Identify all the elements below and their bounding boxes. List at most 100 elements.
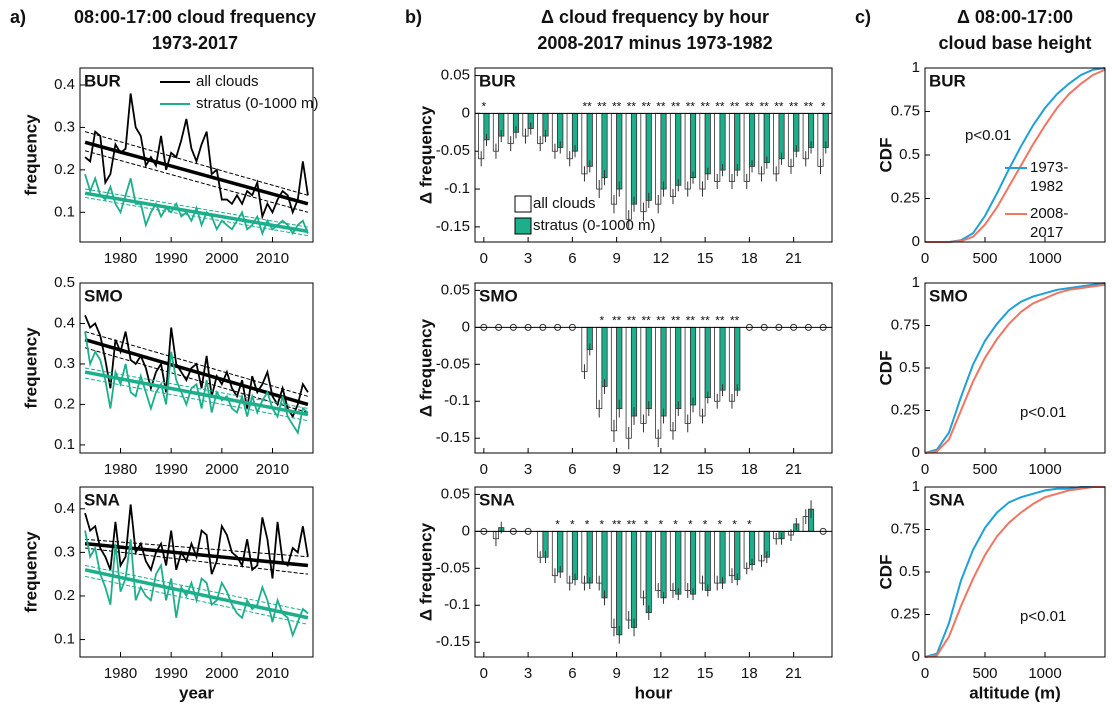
bar [675,530,682,595]
panel-title: cloud base height [938,33,1091,53]
bar [689,112,697,179]
y-tick-label: 1 [912,274,920,291]
significance: ** [641,100,651,114]
significance: ** [686,100,696,114]
significance: ** [641,314,651,328]
significance: ** [627,100,637,114]
y-tick-label: 0.25 [891,605,920,622]
x-tick-label: 1980 [104,461,137,478]
bar [748,112,756,167]
significance: ** [774,100,784,114]
ci-line [84,367,309,409]
bar [625,112,632,220]
x-tick-label: 500 [972,250,997,267]
bar [773,112,780,175]
significance: * [821,100,826,114]
significance: ** [789,100,799,114]
y-tick-label: 0.1 [54,436,75,453]
p-value: p<0.01 [1020,608,1066,625]
bar [586,530,593,584]
y-tick-label: 1 [912,478,920,495]
significance: ** [715,314,725,328]
significance: * [732,518,737,532]
significance: * [585,518,590,532]
significance: ** [612,314,622,328]
bar [566,530,573,584]
y-tick-label: 0.5 [54,274,75,291]
significance: ** [612,100,622,114]
trend-line [84,140,309,206]
legend-label: all clouds [196,73,259,90]
bar [704,326,711,398]
x-tick-label: 12 [653,250,670,267]
y-tick-label: 0.25 [891,189,920,206]
significance: ** [656,100,666,114]
y-tick-label: -0.05 [436,142,470,159]
x-tick-label: 15 [697,250,714,267]
y-axis-label: Δ frequency [416,105,435,204]
bar [630,112,638,205]
y-axis-label: frequency [21,327,40,409]
legend-label: all clouds [533,195,596,212]
data-line [84,504,309,579]
x-tick-label: 500 [972,665,997,682]
significance: * [659,518,664,532]
significance: ** [759,100,769,114]
x-tick-label: 15 [697,461,714,478]
bar [714,112,721,182]
y-tick-label: 0 [462,318,470,335]
bar [610,112,618,205]
x-tick-label: 1980 [104,665,137,682]
plot-frame [79,282,314,454]
bar [778,112,785,160]
bar [655,112,662,205]
significance: * [482,100,487,114]
bar [581,530,588,584]
significance: ** [730,314,740,328]
x-tick-label: 12 [653,665,670,682]
significance: ** [700,314,710,328]
panel-title: Δ 08:00-17:00 [957,7,1073,27]
bar [640,326,647,424]
plot-frame [474,486,833,658]
significance: ** [804,100,814,114]
bar [596,326,603,410]
plot-frame [79,67,314,243]
significance: * [644,518,649,532]
significance: ** [730,100,740,114]
x-tick-label: 1000 [1028,250,1061,267]
significance: * [703,518,708,532]
x-tick-label: 6 [568,665,576,682]
station-label: SNA [479,490,515,509]
trend-line [84,370,309,417]
bar [625,326,632,439]
bar [704,112,711,175]
y-tick-label: 0.5 [899,563,920,580]
station-label: BUR [479,71,516,90]
trend-line [84,191,309,234]
ci-line [85,547,308,575]
bar [728,112,736,182]
y-tick-label: 0.2 [54,587,75,604]
bar [817,112,824,167]
x-tick-label: 21 [785,461,802,478]
y-tick-label: -0.05 [436,559,470,576]
bar [601,530,608,599]
bar [660,112,667,190]
significance: ** [686,314,696,328]
trend-line [84,337,309,407]
plot-frame [474,282,833,454]
x-tick-label: 15 [697,665,714,682]
x-axis-label: hour [635,683,673,702]
x-tick-label: 2010 [256,250,289,267]
x-tick-label: 12 [653,461,670,478]
bar [743,112,750,182]
y-tick-label: 0 [912,233,920,250]
bar [640,530,647,599]
x-tick-label: 0 [921,461,929,478]
bar [689,530,697,595]
x-tick-label: 3 [524,665,532,682]
y-tick-label: 0.4 [54,76,75,93]
ci-line [85,538,308,558]
